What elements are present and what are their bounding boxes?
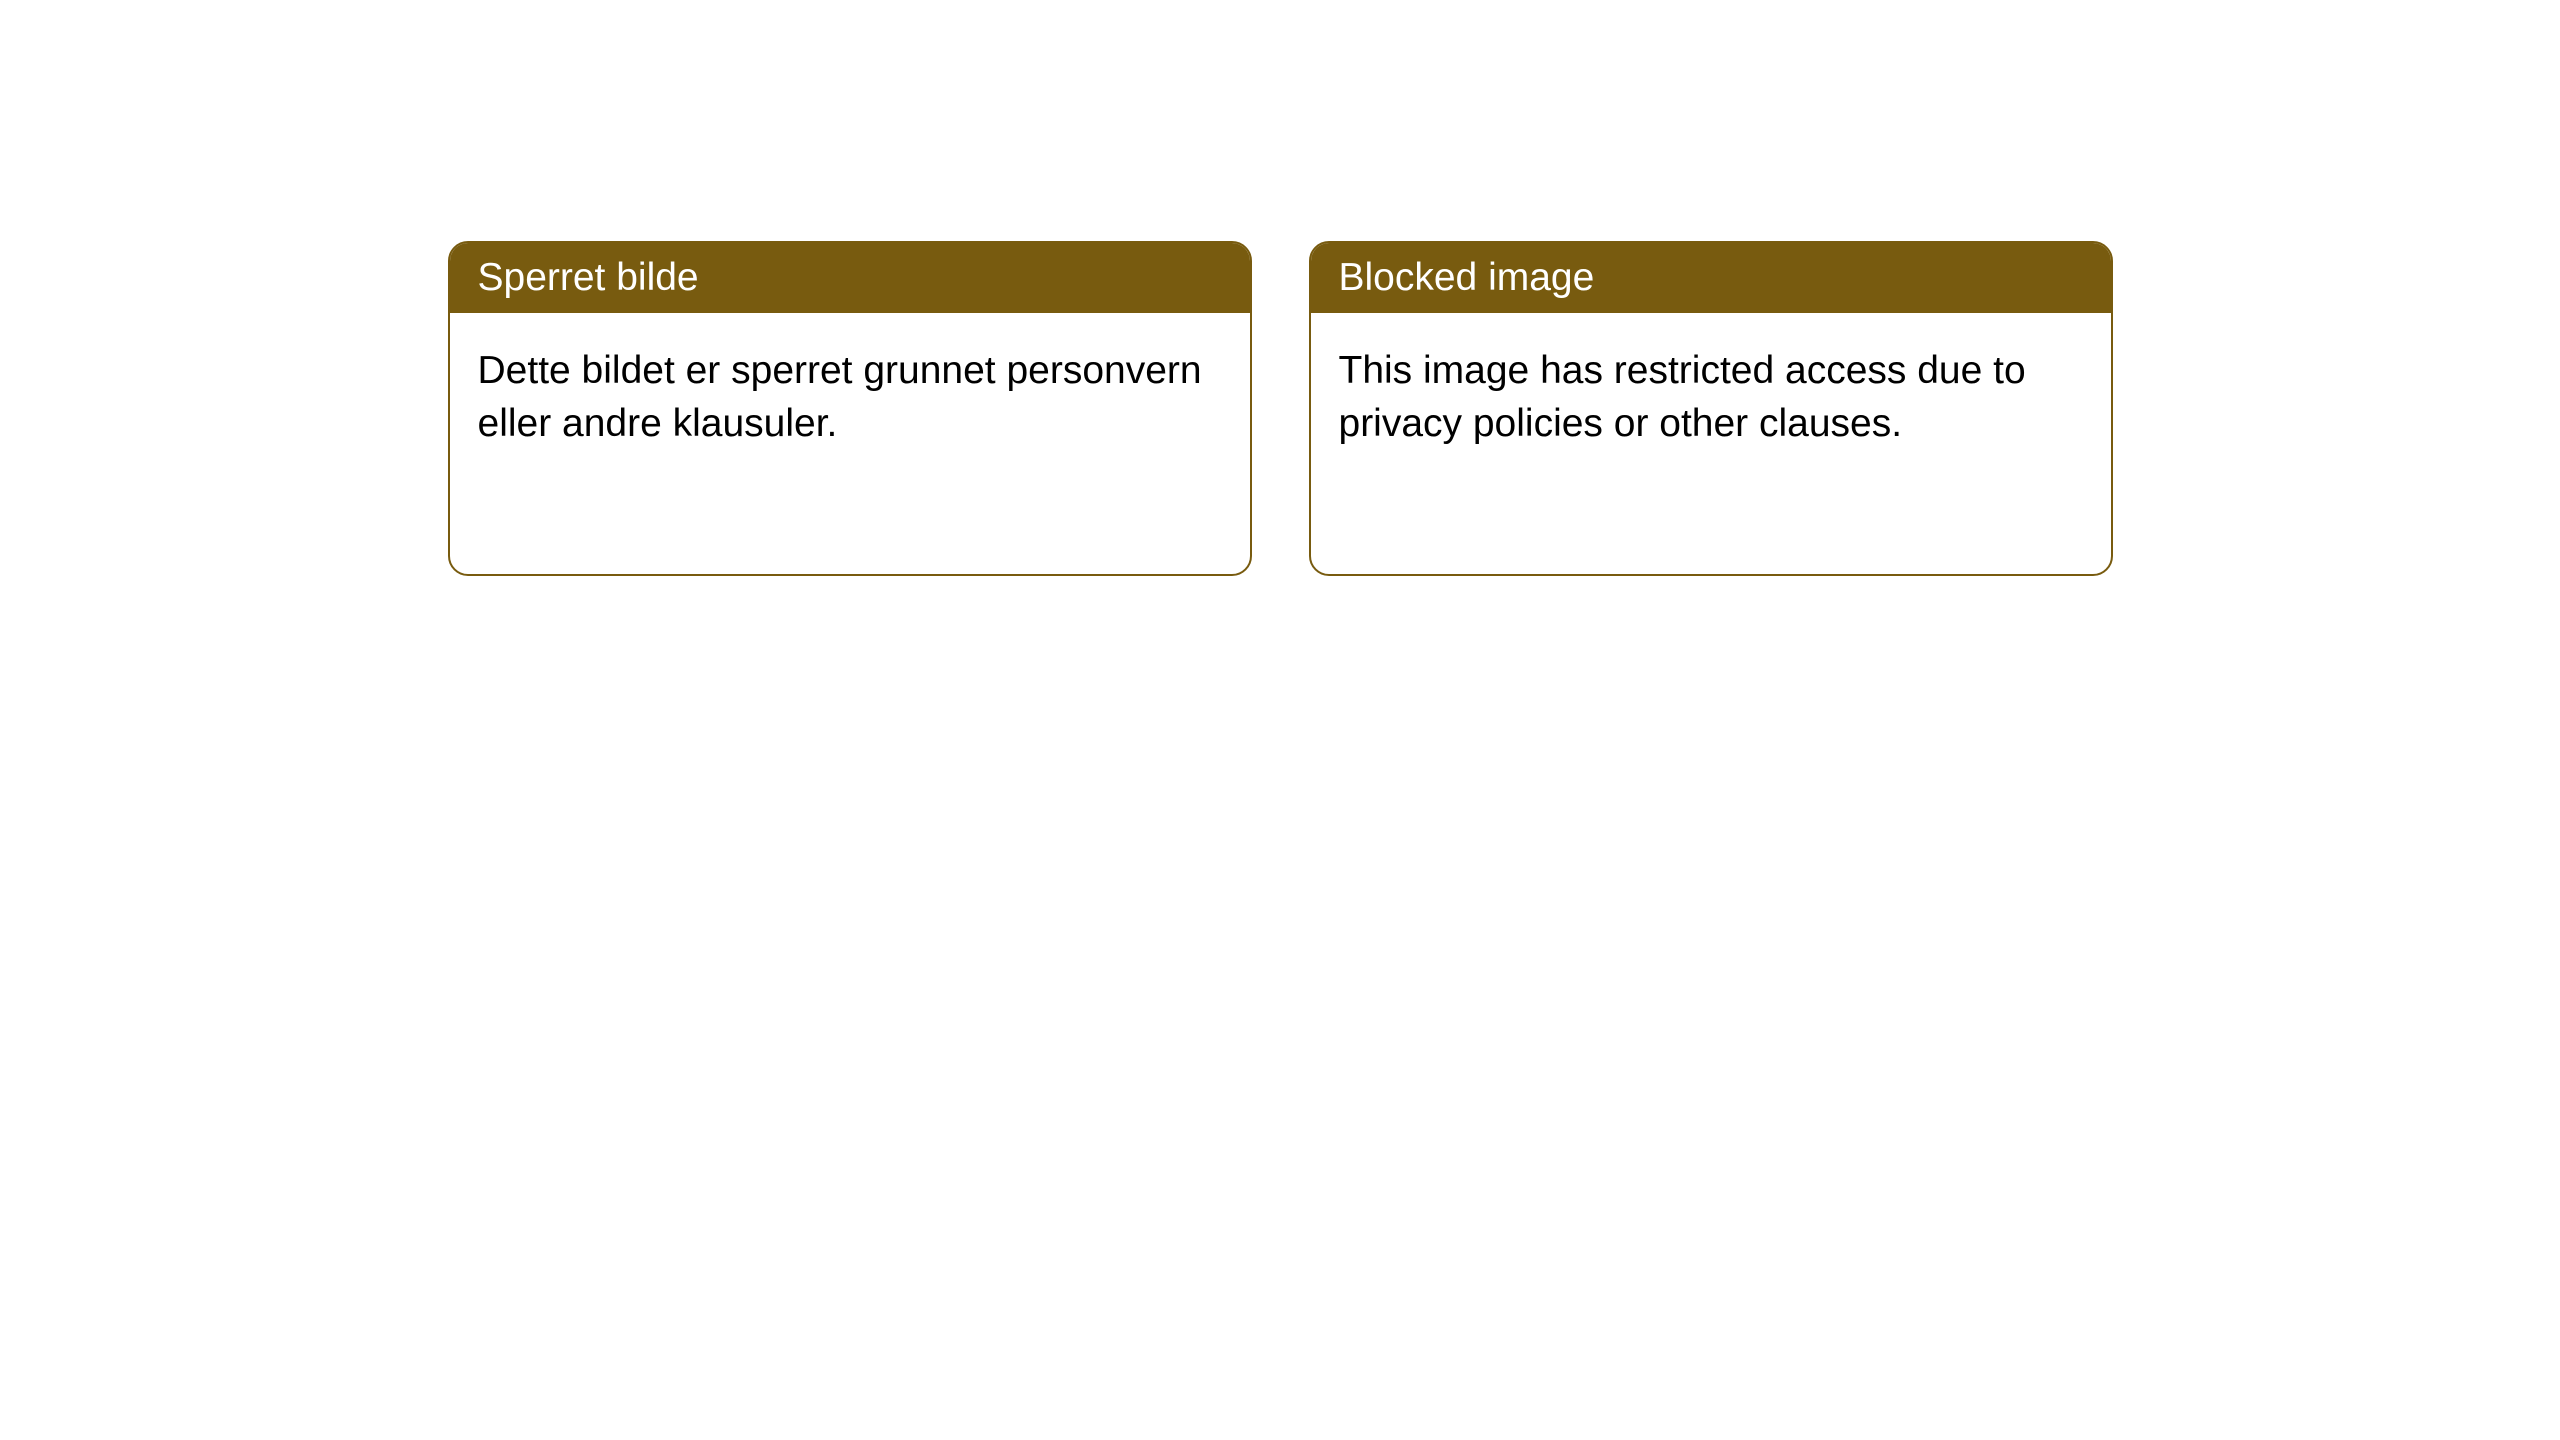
notice-title: Blocked image	[1311, 243, 2111, 313]
notice-body: Dette bildet er sperret grunnet personve…	[450, 313, 1250, 482]
notice-body: This image has restricted access due to …	[1311, 313, 2111, 482]
notice-title: Sperret bilde	[450, 243, 1250, 313]
notice-card-norwegian: Sperret bilde Dette bildet er sperret gr…	[448, 241, 1252, 576]
notice-container: Sperret bilde Dette bildet er sperret gr…	[448, 241, 2113, 1440]
notice-card-english: Blocked image This image has restricted …	[1309, 241, 2113, 576]
